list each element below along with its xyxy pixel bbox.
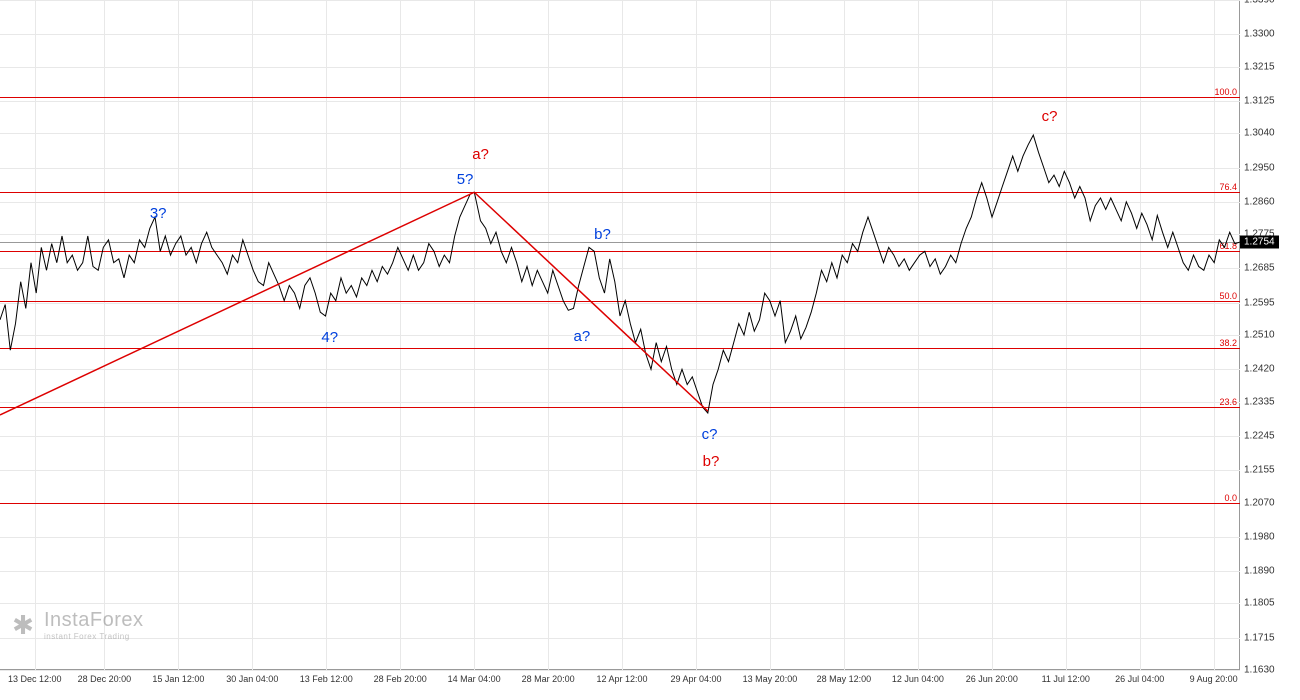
y-tick: 1.3040 <box>1244 128 1275 139</box>
wave-label: a? <box>574 328 591 345</box>
x-tick: 28 Dec 20:00 <box>78 674 132 684</box>
y-tick: 1.2860 <box>1244 196 1275 207</box>
fib-label: 0.0 <box>1224 493 1237 503</box>
x-tick: 28 Mar 20:00 <box>522 674 575 684</box>
y-tick: 1.2950 <box>1244 162 1275 173</box>
wave-label: 3? <box>150 205 167 222</box>
wave-label: a? <box>472 146 489 163</box>
y-tick: 1.2420 <box>1244 364 1275 375</box>
current-price-tag: 1.2754 <box>1240 236 1279 249</box>
x-tick: 12 Apr 12:00 <box>597 674 648 684</box>
fib-label: 76.4 <box>1219 182 1237 192</box>
x-tick: 14 Mar 04:00 <box>448 674 501 684</box>
fib-line <box>0 407 1240 408</box>
y-tick: 1.2595 <box>1244 297 1275 308</box>
price-line <box>0 135 1240 413</box>
wave-label: 4? <box>321 329 338 346</box>
x-tick: 28 Feb 20:00 <box>374 674 427 684</box>
y-tick: 1.2245 <box>1244 430 1275 441</box>
y-tick: 1.1890 <box>1244 566 1275 577</box>
wave-label: 5? <box>457 171 474 188</box>
y-tick: 1.2510 <box>1244 330 1275 341</box>
fib-line <box>0 348 1240 349</box>
y-tick: 1.1805 <box>1244 598 1275 609</box>
y-tick: 1.3390 <box>1244 0 1275 6</box>
y-tick: 1.3125 <box>1244 95 1275 106</box>
y-tick: 1.2335 <box>1244 396 1275 407</box>
x-tick: 15 Jan 12:00 <box>152 674 204 684</box>
fib-line <box>0 301 1240 302</box>
y-tick: 1.2155 <box>1244 465 1275 476</box>
x-tick: 30 Jan 04:00 <box>226 674 278 684</box>
y-tick: 1.3300 <box>1244 29 1275 40</box>
y-tick: 1.2685 <box>1244 263 1275 274</box>
y-tick: 1.3215 <box>1244 61 1275 72</box>
current-price-line <box>0 242 1240 243</box>
chart-container: 100.076.461.850.038.223.60.0 3?4?5?a?a?b… <box>0 0 1300 700</box>
fib-label: 100.0 <box>1214 87 1237 97</box>
x-tick: 13 Dec 12:00 <box>8 674 62 684</box>
fib-label: 50.0 <box>1219 291 1237 301</box>
x-tick: 13 Feb 12:00 <box>300 674 353 684</box>
x-tick: 28 May 12:00 <box>817 674 872 684</box>
x-tick: 13 May 20:00 <box>743 674 798 684</box>
fib-line <box>0 192 1240 193</box>
fib-line <box>0 251 1240 252</box>
watermark-brand: InstaForex <box>44 609 143 632</box>
x-tick: 12 Jun 04:00 <box>892 674 944 684</box>
x-tick: 26 Jun 20:00 <box>966 674 1018 684</box>
y-tick: 1.1630 <box>1244 665 1275 676</box>
x-tick: 9 Aug 20:00 <box>1190 674 1238 684</box>
wave-label: c? <box>702 426 718 443</box>
x-tick: 26 Jul 04:00 <box>1115 674 1164 684</box>
watermark-icon: ✱ <box>8 610 38 640</box>
y-tick: 1.1715 <box>1244 632 1275 643</box>
fib-label: 23.6 <box>1219 397 1237 407</box>
wave-label: b? <box>703 453 720 470</box>
fib-line <box>0 503 1240 504</box>
x-tick: 29 Apr 04:00 <box>670 674 721 684</box>
fib-line <box>0 97 1240 98</box>
plot-area[interactable]: 100.076.461.850.038.223.60.0 3?4?5?a?a?b… <box>0 0 1240 670</box>
watermark: ✱ InstaForex instant Forex Trading <box>8 609 143 641</box>
watermark-subtitle: instant Forex Trading <box>44 632 143 641</box>
wave-label: c? <box>1042 108 1058 125</box>
y-axis: 1.3390 1.3300 1.3215 1.3125 1.3040 1.2950 1.28… <box>1240 0 1300 670</box>
x-tick: 11 Jul 12:00 <box>1042 674 1090 684</box>
wave-label: b? <box>594 226 611 243</box>
y-tick: 1.2070 <box>1244 497 1275 508</box>
x-axis: 13 Dec 12:00 28 Dec 20:00 15 Jan 12:00 30 J… <box>0 670 1240 700</box>
fib-label: 38.2 <box>1219 338 1237 348</box>
y-tick: 1.1980 <box>1244 531 1275 542</box>
